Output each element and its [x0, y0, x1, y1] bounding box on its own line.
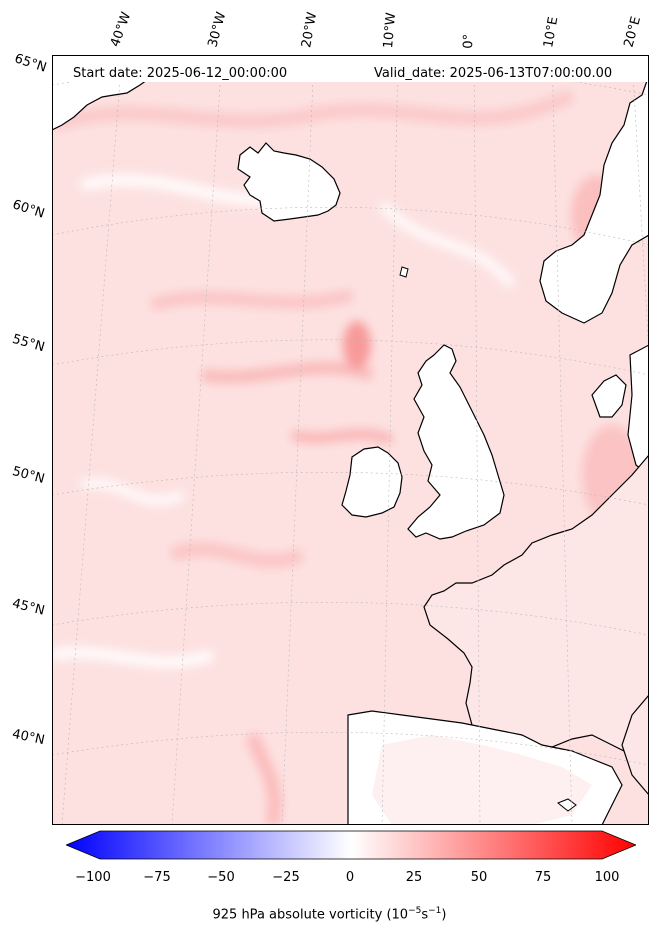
lon-label-10e: 10°E	[541, 15, 562, 49]
colorbar	[66, 830, 636, 860]
valid-date-text: Valid_date: 2025-06-13T07:00:00.00	[374, 66, 613, 81]
lat-label-40n: 40°N	[10, 726, 46, 749]
faroe-coast	[399, 266, 409, 278]
lat-label-65n: 65°N	[12, 51, 49, 76]
lat-label-50n: 50°N	[10, 464, 47, 487]
colorbar-tick: 0	[345, 870, 355, 885]
iberia-interior	[372, 735, 592, 825]
continent-coast	[423, 454, 649, 756]
colorbar-tick: −75	[143, 870, 171, 885]
colorbar-tick: 75	[534, 870, 552, 885]
lat-label-60n: 60°N	[10, 197, 47, 222]
header-band	[53, 56, 648, 82]
colorbar-tick: −50	[207, 870, 235, 885]
colorbar-tick: −100	[75, 870, 111, 885]
colorbar-tick: 100	[594, 870, 620, 885]
start-date-text: Start date: 2025-06-12_00:00:00	[73, 66, 288, 81]
colorbar-label: 925 hPa absolute vorticity (10−5s−1)	[212, 906, 447, 923]
lat-label-55n: 55°N	[10, 331, 47, 356]
lon-label-10w: 10°W	[381, 11, 400, 49]
denmark-coast	[591, 374, 627, 418]
sweden-coast	[627, 344, 649, 476]
vorticity-map	[52, 55, 649, 825]
norway-coast	[539, 74, 649, 324]
lon-label-20w: 20°W	[299, 11, 321, 50]
great-britain-coast	[407, 344, 505, 540]
colorbar-tick: −25	[272, 870, 300, 885]
lon-label-0: 0°	[461, 33, 477, 49]
colorbar-tick: 50	[470, 870, 488, 885]
colorbar-tick: 25	[405, 870, 423, 885]
mallorca-coast	[557, 798, 577, 812]
italy-coast	[621, 694, 649, 796]
lon-label-20e: 20°E	[621, 14, 645, 50]
ireland-coast	[341, 446, 403, 518]
lon-label-40w: 40°W	[107, 10, 135, 49]
lon-label-30w: 30°W	[205, 10, 230, 49]
iceland-coast	[237, 142, 341, 222]
lat-label-45n: 45°N	[10, 596, 47, 619]
